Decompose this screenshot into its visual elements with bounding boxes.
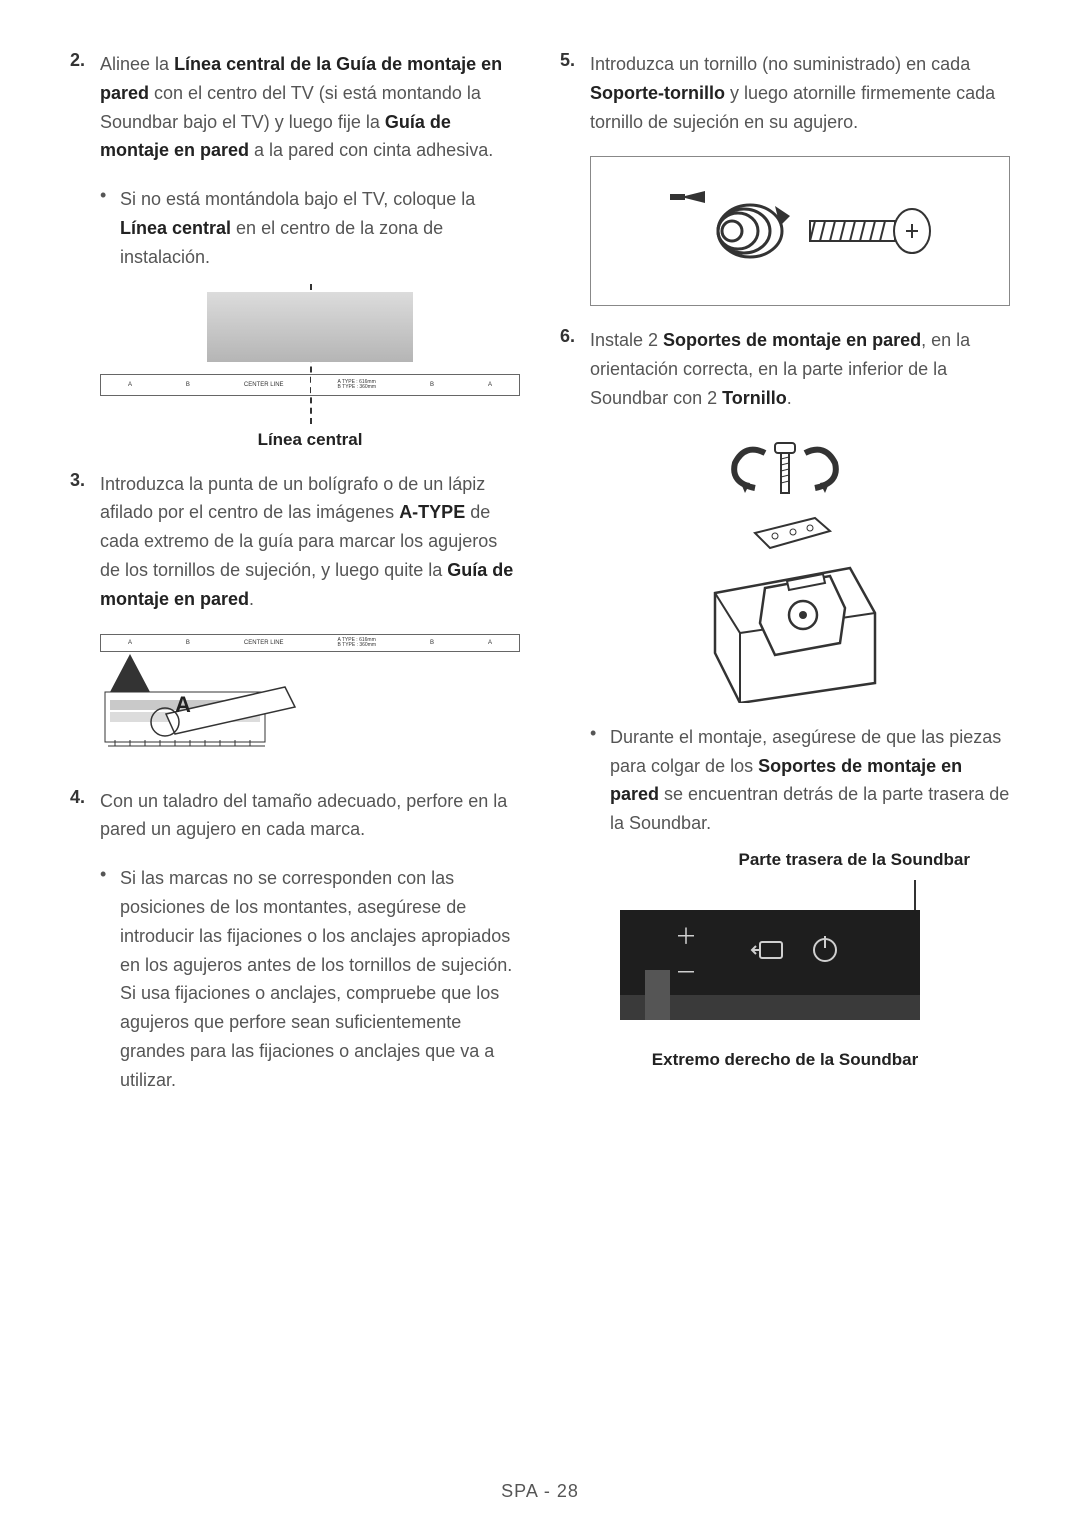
text: Alinee la <box>100 54 174 74</box>
label: A <box>486 382 494 388</box>
rear-label: Parte trasera de la Soundbar <box>560 850 1010 870</box>
label-a: A <box>175 692 191 717</box>
step-4-bullet: • Si las marcas no se corresponden con l… <box>100 864 520 1094</box>
label: B <box>428 382 436 388</box>
label: B <box>428 640 436 646</box>
bracket-assembly-icon <box>675 433 895 703</box>
step-3-number: 3. <box>70 470 100 614</box>
text: . <box>249 589 254 609</box>
step-5-text: Introduzca un tornillo (no suministrado)… <box>590 50 1010 136</box>
text: Instale 2 <box>590 330 663 350</box>
step-6-text: Instale 2 Soportes de montaje en pared, … <box>590 326 1010 412</box>
label: A <box>126 640 134 646</box>
bullet-icon: • <box>100 864 120 1094</box>
bold: A-TYPE <box>399 502 465 522</box>
figure-caption: Línea central <box>100 430 520 450</box>
step-5-number: 5. <box>560 50 590 136</box>
step-2-bullet: • Si no está montándola bajo el TV, colo… <box>100 185 520 271</box>
step-4: 4. Con un taladro del tamaño adecuado, p… <box>70 787 520 845</box>
bold: Tornillo <box>722 388 787 408</box>
step-6: 6. Instale 2 Soportes de montaje en pare… <box>560 326 1010 412</box>
figure-screw <box>590 156 1010 306</box>
step-3: 3. Introduzca la punta de un bolígrafo o… <box>70 470 520 614</box>
figure-mark-holes: A B CENTER LINE A TYPE : 616mm B TYPE : … <box>100 634 520 767</box>
figure-rear: ＋ － <box>610 880 960 1030</box>
end-label: Extremo derecho de la Soundbar <box>560 1050 1010 1070</box>
figure-bracket <box>660 433 910 703</box>
text: . <box>787 388 792 408</box>
bold: Línea central <box>120 218 231 238</box>
text: Si no está montándola bajo el TV, coloqu… <box>120 189 475 209</box>
bullet-text: Si no está montándola bajo el TV, coloqu… <box>120 185 520 271</box>
step-2-number: 2. <box>70 50 100 165</box>
bold: Soporte-tornillo <box>590 83 725 103</box>
text: a la pared con cinta adhesiva. <box>249 140 493 160</box>
text: se encuentran detrás de la parte trasera… <box>610 784 1009 833</box>
page-number: SPA - 28 <box>0 1481 1080 1502</box>
minus-icon: － <box>675 960 697 985</box>
label: A <box>486 640 494 646</box>
label: A TYPE : 616mm B TYPE : 360mm <box>336 638 379 648</box>
tv-shape <box>207 292 413 362</box>
page-columns: 2. Alinee la Línea central de la Guía de… <box>70 50 1010 1107</box>
plus-icon: ＋ <box>675 924 697 949</box>
step-5: 5. Introduzca un tornillo (no suministra… <box>560 50 1010 136</box>
step-4-number: 4. <box>70 787 100 845</box>
step-3-text: Introduzca la punta de un bolígrafo o de… <box>100 470 520 614</box>
soundbar-rear-icon: ＋ － <box>610 880 960 1030</box>
label: CENTER LINE <box>242 640 286 646</box>
step-6-number: 6. <box>560 326 590 412</box>
bold: Soportes de montaje en pared <box>663 330 921 350</box>
bullet-text: Si las marcas no se corresponden con las… <box>120 864 520 1094</box>
bullet-icon: • <box>100 185 120 271</box>
guide-strip: A B CENTER LINE A TYPE : 616mm B TYPE : … <box>100 634 520 652</box>
label: A <box>126 382 134 388</box>
step-2: 2. Alinee la Línea central de la Guía de… <box>70 50 520 165</box>
figure-centerline: A B CENTER LINE A TYPE : 616mm B TYPE : … <box>100 284 520 450</box>
step-6-bullet: • Durante el montaje, asegúrese de que l… <box>590 723 1010 838</box>
guide-strip: A B CENTER LINE A TYPE : 616mm B TYPE : … <box>100 374 520 396</box>
left-column: 2. Alinee la Línea central de la Guía de… <box>70 50 520 1107</box>
bullet-icon: • <box>590 723 610 838</box>
screw-assembly-icon <box>650 176 950 286</box>
bullet-text: Durante el montaje, asegúrese de que las… <box>610 723 1010 838</box>
pencil-icon: A <box>100 652 300 762</box>
label: CENTER LINE <box>242 382 286 388</box>
step-4-text: Con un taladro del tamaño adecuado, perf… <box>100 787 520 845</box>
label: B <box>184 640 192 646</box>
step-2-text: Alinee la Línea central de la Guía de mo… <box>100 50 520 165</box>
text: Introduzca un tornillo (no suministrado)… <box>590 54 970 74</box>
label: A TYPE : 616mm B TYPE : 360mm <box>336 380 379 390</box>
right-column: 5. Introduzca un tornillo (no suministra… <box>560 50 1010 1107</box>
label: B <box>184 382 192 388</box>
